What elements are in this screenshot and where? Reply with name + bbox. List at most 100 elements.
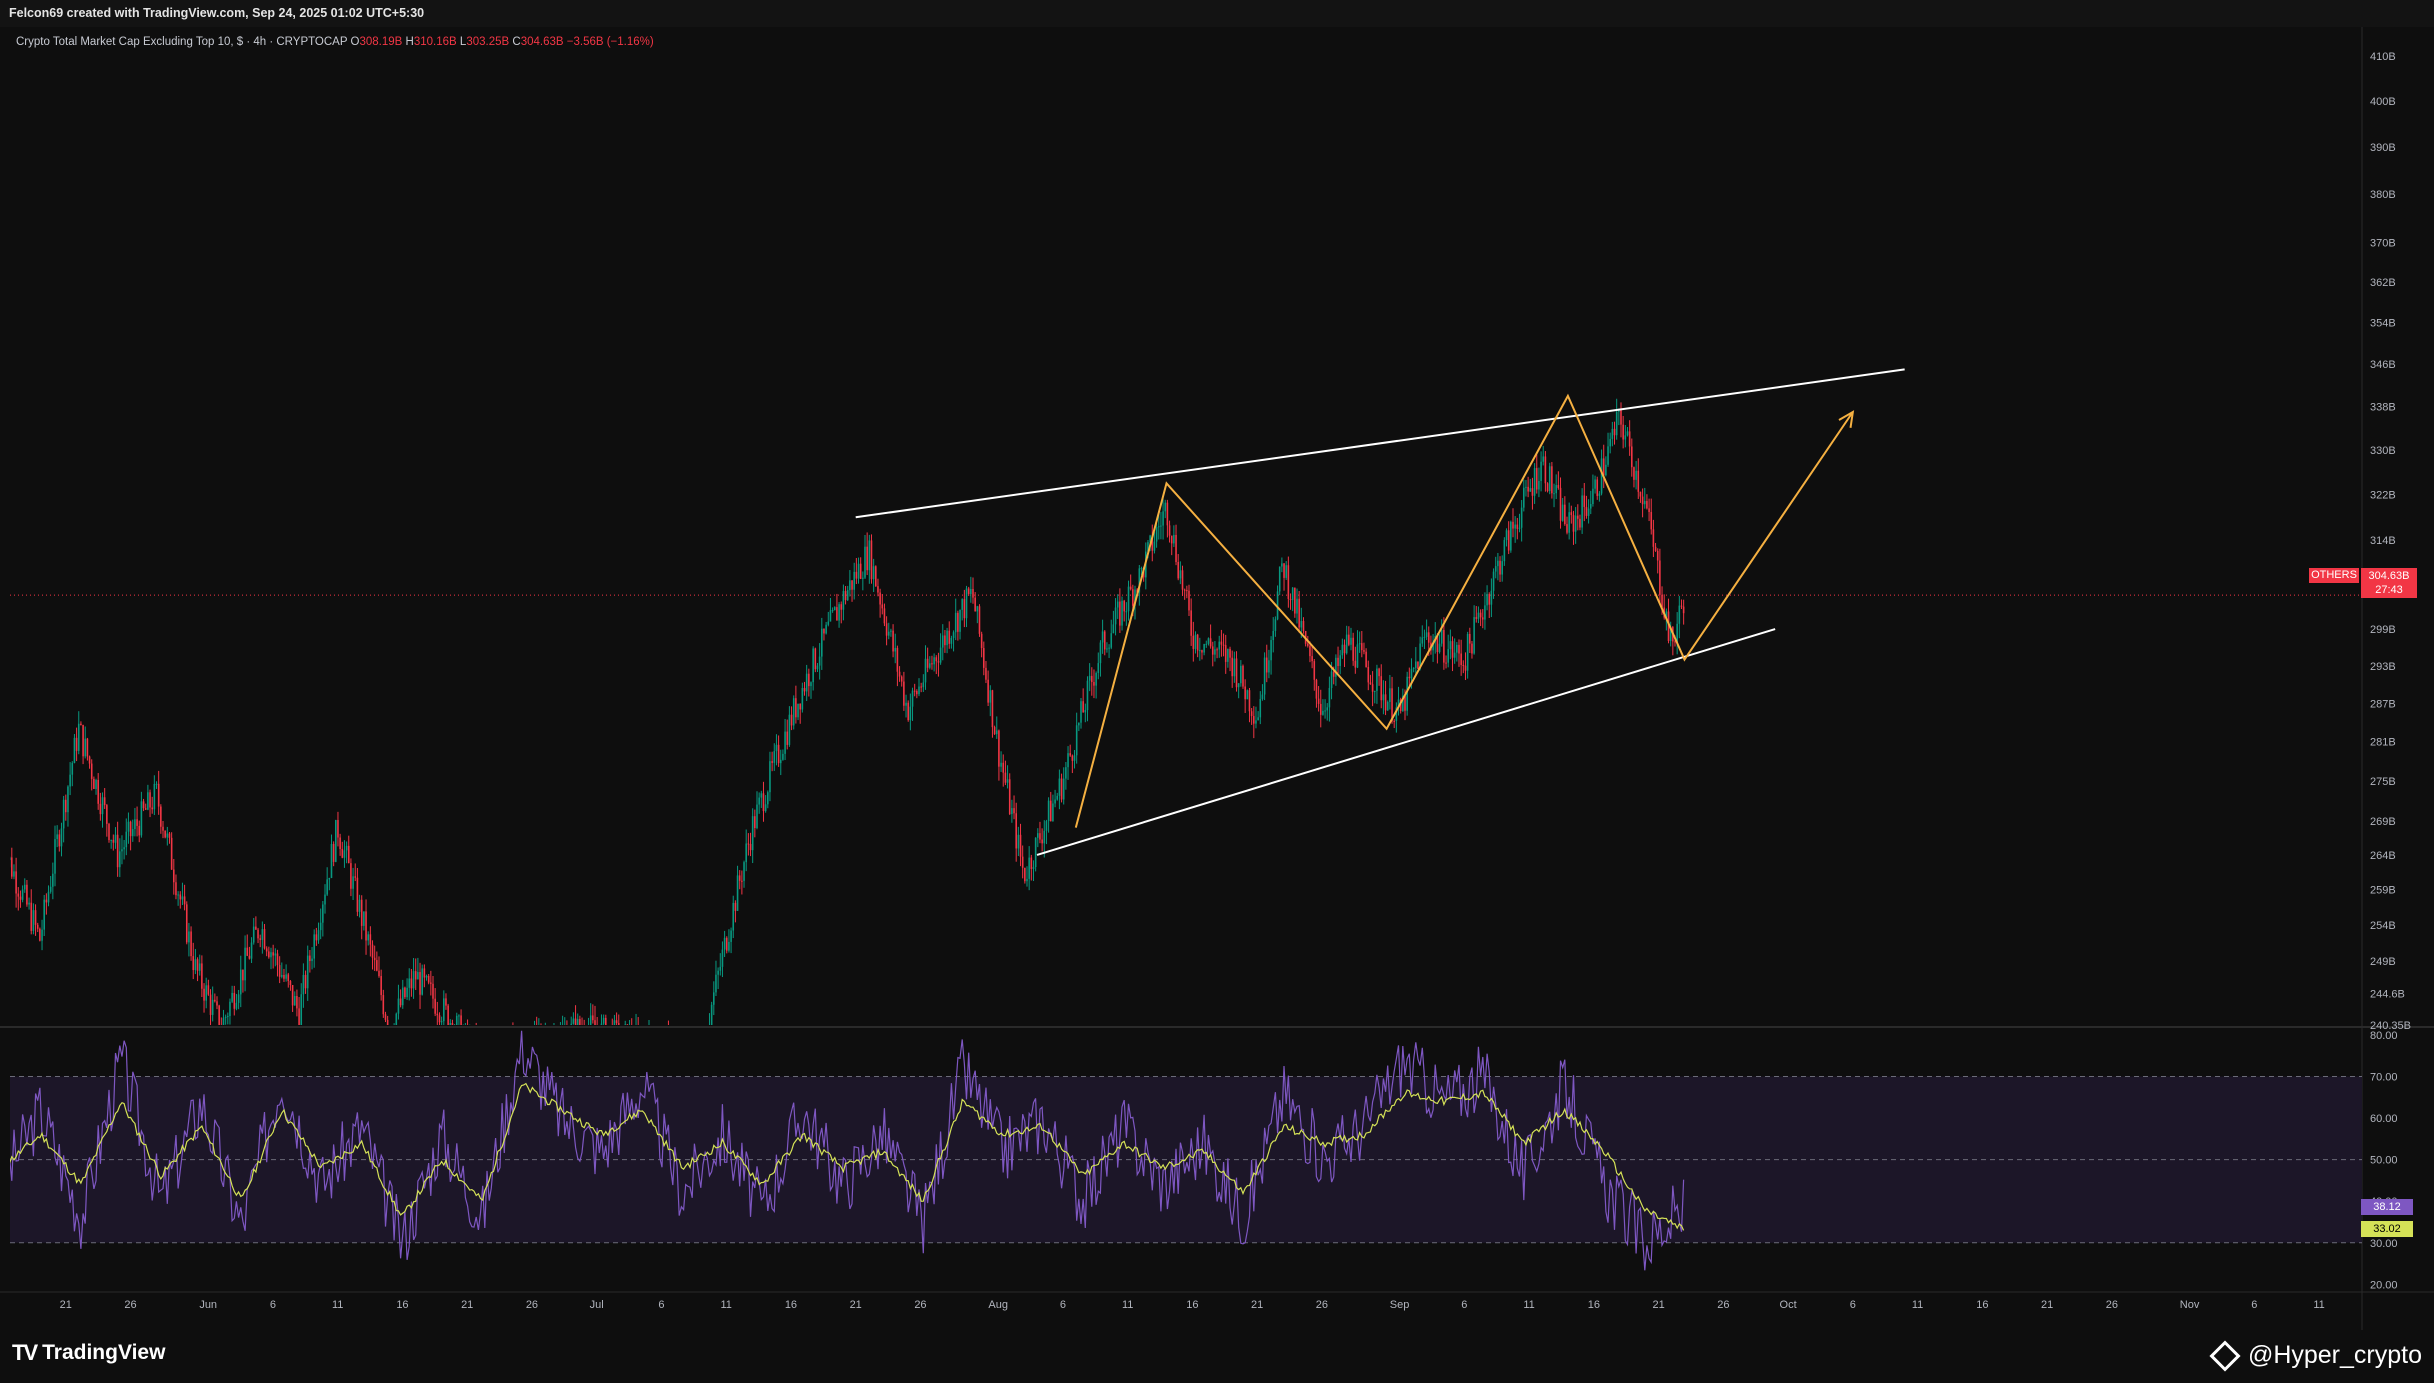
candle-body — [1652, 529, 1655, 547]
candle-body — [840, 604, 843, 610]
candle-body — [317, 930, 320, 941]
candle-body — [175, 882, 177, 896]
candle-body — [1041, 839, 1043, 844]
candle-body — [285, 974, 287, 979]
candle-body — [877, 586, 879, 593]
candle-body — [1330, 671, 1333, 688]
candle-body — [1186, 590, 1188, 592]
candle-body — [741, 880, 743, 882]
candle-body — [56, 834, 58, 840]
candle-body — [32, 910, 35, 931]
candle-body — [738, 875, 741, 881]
time-tick-label: Nov — [2180, 1299, 2200, 1311]
candle-body — [440, 1021, 443, 1023]
candle-body — [1328, 687, 1331, 708]
time-tick-label: Jul — [590, 1299, 604, 1311]
candle-body — [1577, 515, 1579, 519]
candle-body — [1166, 502, 1169, 526]
candle-body — [751, 816, 754, 851]
candle-body — [1114, 607, 1117, 625]
candle-body — [926, 658, 929, 668]
candle-body — [1080, 701, 1082, 723]
candle-body — [799, 703, 801, 710]
candle-body — [291, 985, 294, 1006]
candle-body — [1071, 755, 1074, 761]
candle-body — [1542, 456, 1545, 462]
candle-body — [1015, 813, 1017, 849]
candle-body — [1229, 648, 1231, 658]
time-tick-label: 11 — [1912, 1299, 1923, 1311]
candle-body — [123, 847, 125, 850]
candle-body — [406, 987, 408, 998]
candle-body — [762, 793, 765, 812]
high-value: 310.16B — [413, 36, 457, 48]
price-tick-label: 338B — [2370, 402, 2396, 414]
candle-body — [45, 899, 48, 903]
candle-body — [1307, 643, 1309, 646]
candle-body — [15, 871, 17, 894]
candle-body — [421, 968, 423, 995]
price-tick-label: 269B — [2370, 816, 2396, 828]
candle-body — [1153, 541, 1156, 551]
candle-body — [838, 604, 840, 621]
candle-body — [1075, 725, 1078, 756]
candle-body — [1646, 501, 1648, 509]
candle-body — [1322, 710, 1324, 715]
candle-body — [34, 910, 37, 925]
candle-body — [1380, 676, 1383, 701]
candle-body — [125, 831, 128, 848]
price-chart[interactable]: 410B 400B 390B 380B 370B 362B 354B 346B 338B 330B… — [0, 0, 2434, 1330]
close-value: 304.63B — [520, 36, 564, 48]
candle-body — [1363, 650, 1365, 652]
candle-body — [931, 663, 933, 665]
candle-body — [1598, 493, 1601, 496]
candle-body — [1514, 524, 1516, 529]
candle-body — [1682, 606, 1685, 614]
candle-body — [242, 969, 244, 981]
candle-body — [1259, 699, 1262, 718]
candle-body — [134, 819, 136, 830]
candle-body — [1008, 779, 1011, 815]
price-tick-label: 346B — [2370, 359, 2396, 371]
candle-body — [257, 929, 259, 939]
low-label: L — [459, 36, 467, 48]
time-tick-label: 6 — [270, 1299, 276, 1311]
candle-body — [173, 869, 175, 883]
candle-body — [1276, 591, 1279, 620]
candle-body — [382, 995, 385, 1015]
candle-body — [1475, 617, 1478, 619]
candle-body — [743, 862, 745, 881]
candle-body — [613, 1020, 616, 1025]
price-tick-label: 370B — [2370, 237, 2396, 249]
candle-body — [1313, 661, 1316, 680]
candle-body — [842, 591, 845, 610]
candle-body — [998, 730, 1000, 767]
candle-body — [1168, 525, 1171, 536]
candle-body — [944, 635, 946, 646]
price-tick-label: 354B — [2370, 318, 2396, 330]
candle-body — [1097, 663, 1100, 673]
time-tick-label: 11 — [2313, 1299, 2324, 1311]
candle-body — [790, 714, 793, 726]
candle-body — [890, 630, 892, 632]
candle-body — [315, 934, 318, 941]
time-tick-label: 26 — [526, 1299, 538, 1311]
price-tick-label: 275B — [2370, 776, 2396, 788]
candle-body — [369, 934, 372, 945]
price-tick-label: 314B — [2370, 535, 2396, 547]
candle-body — [414, 971, 417, 980]
time-tick-label: 21 — [60, 1299, 72, 1311]
candle-body — [1246, 690, 1249, 700]
candle-body — [147, 792, 149, 810]
candle-body — [1520, 507, 1523, 528]
candle-body — [1354, 660, 1357, 668]
candle-body — [898, 671, 901, 677]
tradingview-logo[interactable]: TV TradingView — [12, 1340, 165, 1366]
candle-body — [795, 698, 797, 718]
candle-body — [185, 904, 188, 943]
candle-body — [1408, 676, 1411, 679]
candle-body — [300, 994, 303, 1025]
candle-body — [909, 706, 912, 721]
candle-body — [1278, 566, 1281, 592]
candle-body — [1242, 665, 1244, 687]
